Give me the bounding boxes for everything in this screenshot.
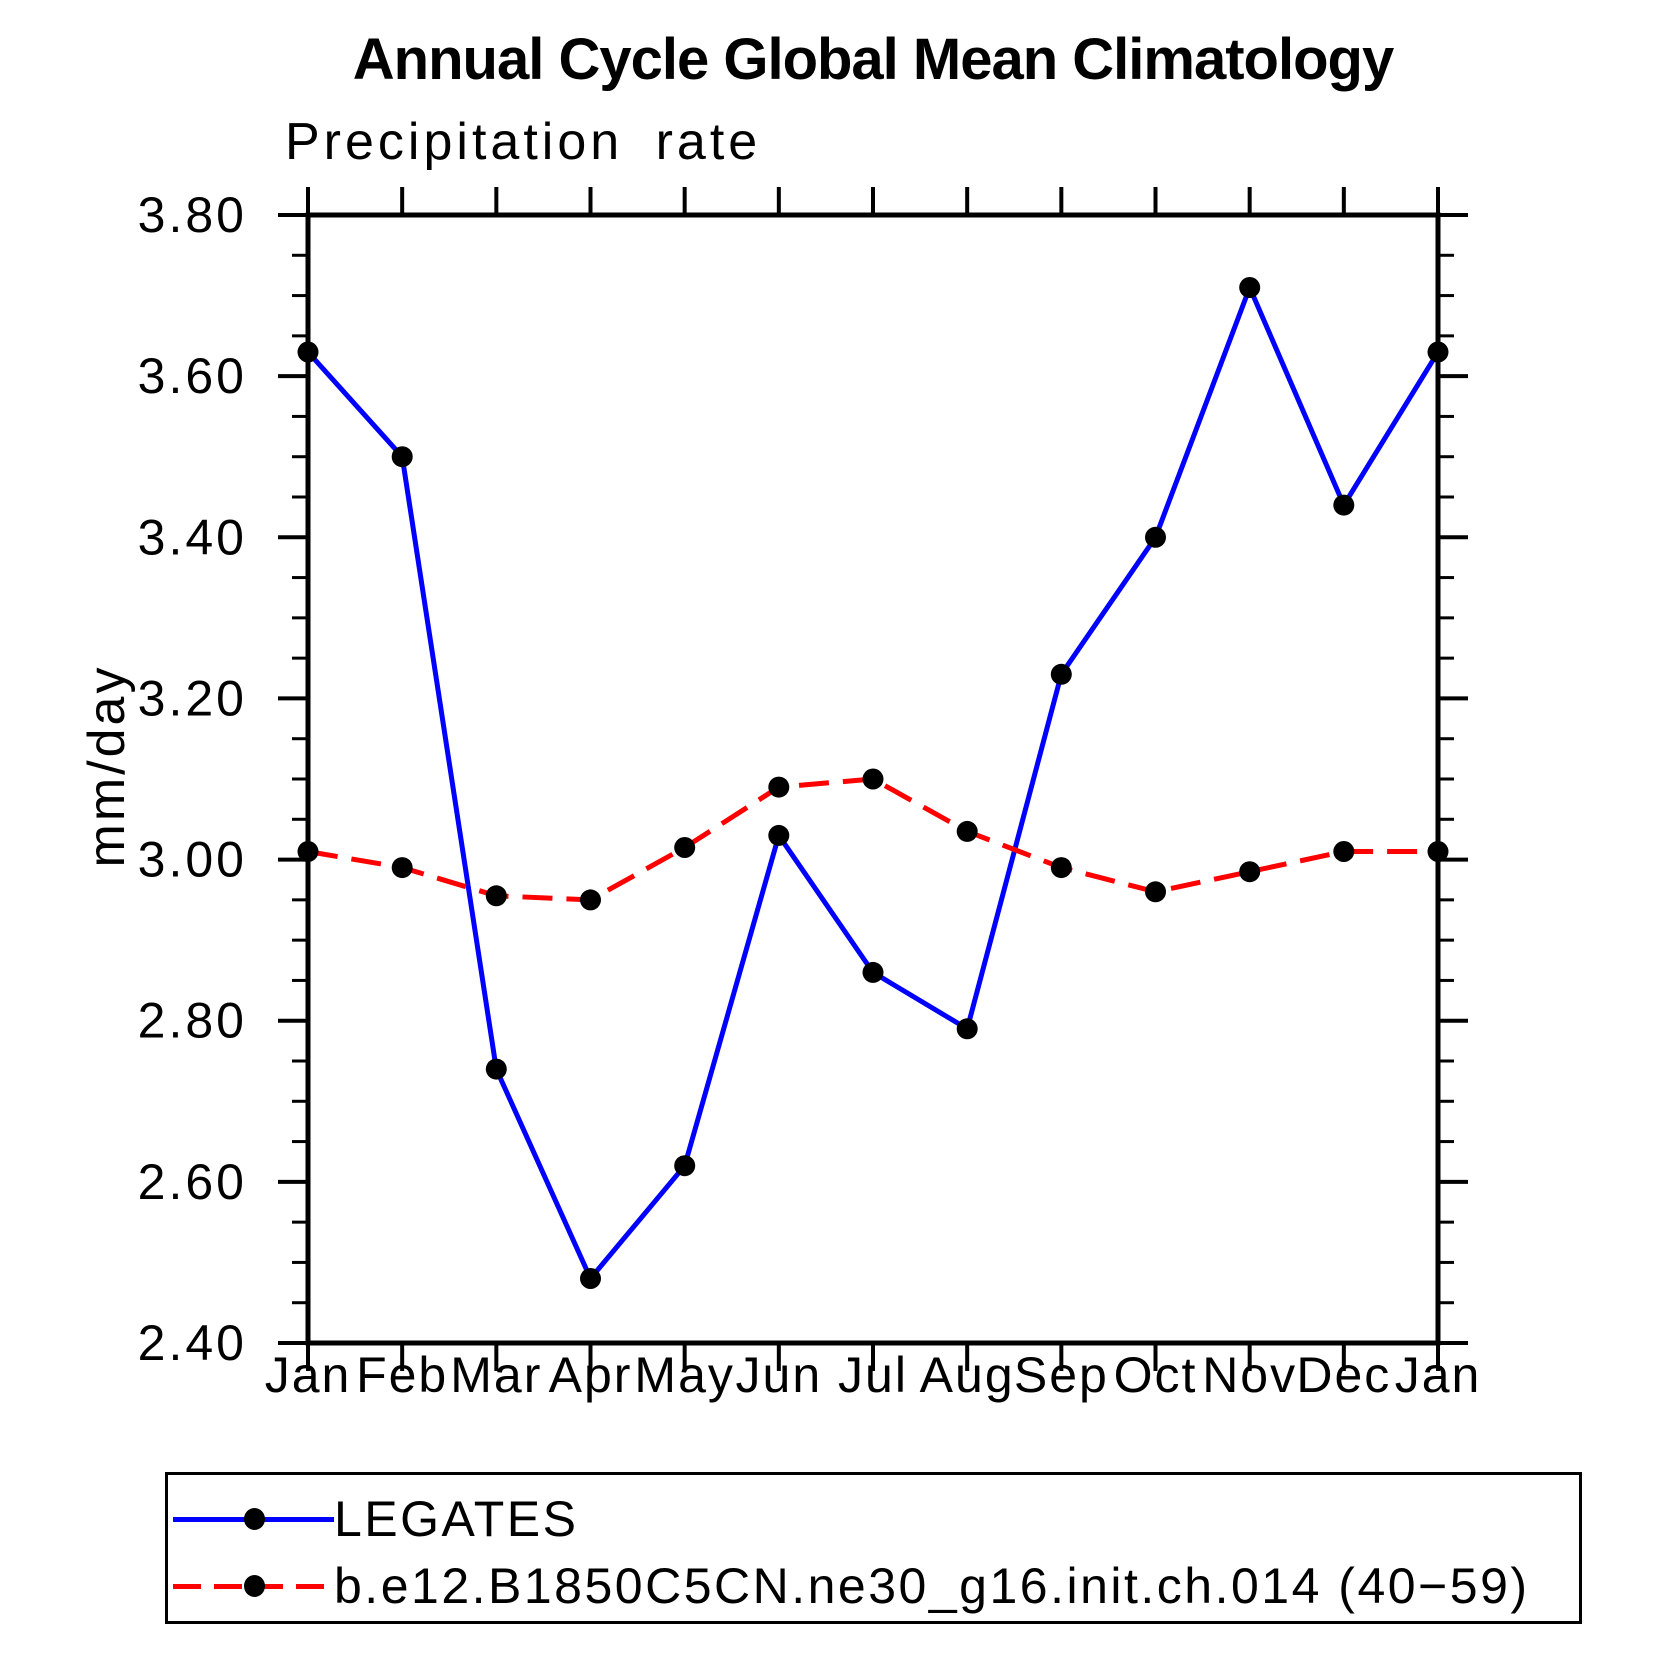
legend-marker-icon <box>243 1575 265 1597</box>
model-data-point-marker <box>580 889 601 911</box>
chart-subtitle: Precipitation rate <box>285 113 762 171</box>
x-tick-label: Mar <box>450 1347 542 1403</box>
model-data-point-marker <box>1050 857 1072 879</box>
x-tick-label: Jan <box>1395 1347 1482 1403</box>
legend-entry-model: b.e12.B1850C5CN.ne30_g16.init.ch.014 (40… <box>168 1561 1530 1611</box>
y-tick-label: 2.60 <box>138 1154 247 1210</box>
y-tick-label: 3.60 <box>138 348 247 404</box>
legates-data-point-marker <box>1050 663 1072 685</box>
legates-data-point-marker <box>297 341 319 363</box>
legend-entry-legates: LEGATES <box>168 1494 578 1544</box>
model-data-point-marker <box>956 820 978 842</box>
legates-data-point-marker <box>956 1018 978 1040</box>
legates-data-point-marker <box>580 1268 601 1289</box>
y-tick-label: 3.40 <box>138 509 247 565</box>
legend-line-sample-model <box>173 1575 334 1597</box>
model-data-point-marker <box>1239 861 1261 883</box>
x-tick-label: May <box>634 1347 734 1403</box>
model-data-point-marker <box>768 776 790 798</box>
model-data-point-marker <box>1333 841 1355 862</box>
y-tick-label: 2.40 <box>138 1315 247 1371</box>
legates-data-point-marker <box>1427 341 1449 363</box>
x-tick-label: Sep <box>1014 1347 1109 1403</box>
legend-line-sample-legates <box>173 1508 334 1530</box>
y-tick-label: 3.20 <box>138 670 247 726</box>
legates-data-point-marker <box>1333 494 1355 516</box>
legates-data-point-marker <box>674 1155 696 1177</box>
model-series-line <box>307 776 1438 903</box>
model-data-point-marker <box>862 768 884 790</box>
y-tick-label: 3.80 <box>138 187 247 243</box>
x-tick-label: Feb <box>356 1347 448 1403</box>
y-tick-label: 3.00 <box>138 832 247 888</box>
model-data-point-marker <box>391 857 413 879</box>
x-tick-label: Jul <box>838 1347 908 1403</box>
model-data-point-marker <box>297 841 319 862</box>
plot-box <box>305 212 1441 1346</box>
x-tick-label: Oct <box>1114 1347 1198 1403</box>
x-tick-label: Aug <box>920 1347 1015 1403</box>
x-tick-label: Dec <box>1296 1347 1391 1403</box>
x-tick-label: Apr <box>549 1347 633 1403</box>
x-tick-label: Nov <box>1202 1347 1297 1403</box>
legates-data-point-marker <box>768 824 790 846</box>
x-tick-label: Jan <box>265 1347 352 1403</box>
legend-marker-icon <box>243 1508 265 1530</box>
legates-data-point-marker <box>391 446 413 468</box>
legend-label-model: b.e12.B1850C5CN.ne30_g16.init.ch.014 (40… <box>334 1558 1530 1614</box>
legend-label-legates: LEGATES <box>334 1491 579 1547</box>
legates-data-point-marker <box>1239 277 1261 298</box>
legates-data-point-marker <box>1145 526 1166 548</box>
legend-box: LEGATES b.e12.B1850C5CN.ne30_g16.init.ch… <box>165 1472 1582 1624</box>
model-data-point-marker <box>674 837 696 858</box>
legates-data-point-marker <box>485 1058 507 1080</box>
model-data-point-marker <box>1427 841 1449 862</box>
model-data-point-marker <box>1145 881 1166 903</box>
y-tick-label: 2.80 <box>138 993 247 1049</box>
chart-title: Annual Cycle Global Mean Climatology <box>352 27 1394 92</box>
x-tick-label: Jun <box>736 1347 823 1403</box>
legates-data-point-marker <box>862 961 884 983</box>
model-data-point-marker <box>485 885 507 907</box>
